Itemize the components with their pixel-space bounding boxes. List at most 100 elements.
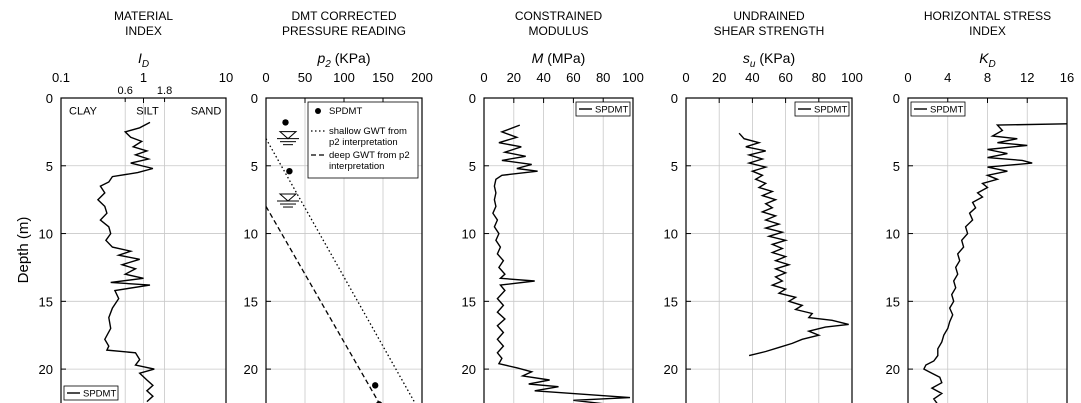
y-tick-label: 0 [251, 91, 258, 106]
x-tick-label: 80 [596, 70, 610, 85]
series-line [738, 132, 849, 357]
x-tick-label: 100 [333, 70, 355, 85]
x-tick-label: 80 [812, 70, 826, 85]
y-tick-label: 20 [664, 362, 678, 377]
x-tick-label: 150 [372, 70, 394, 85]
region-label: SILT [136, 105, 159, 117]
grid [484, 98, 633, 403]
y-tick-label: 0 [893, 91, 900, 106]
x-tick-label: 40 [536, 70, 550, 85]
x-tick-label: 100 [622, 70, 644, 85]
x-tick-label: 50 [298, 70, 312, 85]
panel-title-line: SHEAR STRENGTH [714, 24, 825, 38]
panel-title-line: MATERIAL [114, 9, 173, 23]
panel-title-line: PRESSURE READING [282, 24, 406, 38]
y-tick-label: 10 [462, 227, 476, 242]
x-tick-label: 0 [480, 70, 487, 85]
y-tick-label: 20 [244, 362, 258, 377]
data-point [282, 119, 289, 126]
y-tick-label: 20 [462, 362, 476, 377]
plot-frame [685, 97, 853, 403]
y-axis-label: Depth (m) [15, 217, 32, 284]
water-table-icon [277, 131, 299, 146]
series-line [265, 138, 416, 403]
y-tick-label: 10 [39, 227, 53, 242]
legend: SPDMT [910, 101, 966, 117]
y-tick-label: 0 [46, 91, 53, 106]
legend-label: deep GWT from p2 [329, 150, 410, 161]
x-tick-label: 10 [219, 70, 233, 85]
panel-title-line: INDEX [969, 24, 1006, 38]
legend-box [794, 101, 850, 117]
series-line [265, 206, 380, 403]
legend-box [63, 385, 119, 401]
legend-label: shallow GWT from [329, 126, 407, 137]
y-tick-label: 10 [886, 227, 900, 242]
legend-label: SPDMT [595, 105, 628, 116]
legend-label: SPDMT [930, 105, 963, 116]
legend-box [910, 101, 966, 117]
panel-title-line: CONSTRAINED [515, 9, 603, 23]
plot-frame [483, 97, 634, 403]
panel-title-line: INDEX [125, 24, 162, 38]
legend: SPDMT [575, 101, 631, 117]
axis-symbol: ID [138, 50, 149, 70]
axis-symbol: p2 (KPa) [316, 50, 370, 70]
legend-label: interpretation [329, 161, 384, 172]
grid [61, 98, 226, 403]
y-tick-label: 15 [244, 294, 258, 309]
y-tick-label: 15 [664, 294, 678, 309]
series-line [922, 123, 1068, 403]
legend-label: SPDMT [83, 389, 116, 400]
legend-box [307, 101, 419, 179]
x-tick-label: 0 [262, 70, 269, 85]
y-tick-label: 20 [39, 362, 53, 377]
y-tick-label: 5 [893, 159, 900, 174]
y-tick-label: 15 [886, 294, 900, 309]
y-tick-label: 0 [671, 91, 678, 106]
x-tick-label: 8 [984, 70, 991, 85]
series-line [96, 121, 155, 403]
grid [908, 98, 1067, 403]
y-tick-label: 5 [469, 159, 476, 174]
x-tick-label: 16 [1060, 70, 1074, 85]
x-tick-label: 0 [682, 70, 689, 85]
data-point [372, 382, 379, 389]
legend-label: SPDMT [329, 106, 362, 117]
y-tick-label: 5 [671, 159, 678, 174]
x-tick-label: 1 [140, 70, 147, 85]
y-tick-label: 10 [664, 227, 678, 242]
x-minor-tick-label: 1.8 [157, 85, 172, 97]
y-tick-label: 5 [251, 159, 258, 174]
y-tick-label: 5 [46, 159, 53, 174]
y-tick-label: 0 [469, 91, 476, 106]
axis-symbol: su (KPa) [743, 50, 795, 70]
series-line [492, 124, 631, 403]
panel-title-line: UNDRAINED [733, 9, 805, 23]
grid [686, 98, 852, 403]
region-label: CLAY [69, 105, 98, 117]
axis-symbol: M (MPa) [532, 50, 586, 66]
x-tick-label: 12 [1020, 70, 1034, 85]
legend: SPDMT [794, 101, 850, 117]
legend-marker [315, 108, 321, 114]
x-tick-label: 4 [944, 70, 951, 85]
x-tick-label: 40 [745, 70, 759, 85]
x-tick-label: 0.1 [52, 70, 70, 85]
x-tick-label: 0 [904, 70, 911, 85]
legend-box [575, 101, 631, 117]
water-table-icon [277, 193, 299, 208]
axis-symbol: KD [979, 50, 996, 70]
region-label: SAND [191, 105, 222, 117]
x-minor-tick-label: 0.6 [118, 85, 133, 97]
x-tick-label: 20 [507, 70, 521, 85]
y-tick-label: 20 [886, 362, 900, 377]
x-tick-label: 200 [411, 70, 433, 85]
legend-label: SPDMT [814, 105, 847, 116]
data-point [286, 168, 293, 175]
